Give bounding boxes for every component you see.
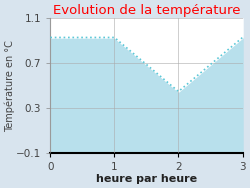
Y-axis label: Température en °C: Température en °C — [4, 40, 15, 132]
Title: Evolution de la température: Evolution de la température — [53, 4, 240, 17]
X-axis label: heure par heure: heure par heure — [96, 174, 197, 184]
